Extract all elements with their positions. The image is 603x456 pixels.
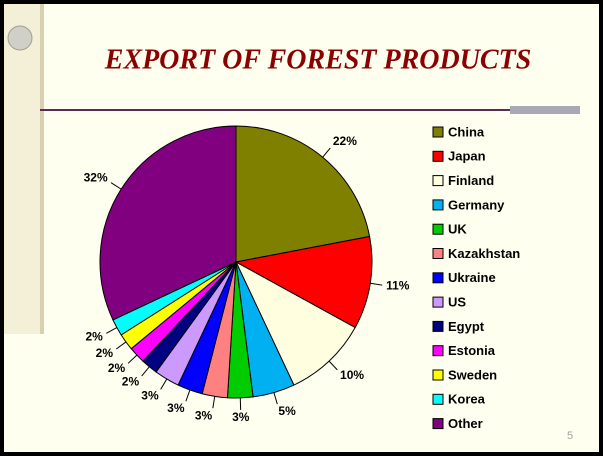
legend-label: China bbox=[448, 124, 485, 139]
legend-swatch bbox=[432, 150, 444, 162]
leader-line bbox=[110, 182, 122, 190]
leader-line bbox=[160, 378, 168, 390]
leader-line bbox=[106, 327, 118, 334]
legend-swatch bbox=[432, 223, 444, 235]
legend-label: Sweden bbox=[448, 367, 497, 382]
leader-line bbox=[141, 366, 150, 377]
leader-line bbox=[328, 360, 338, 371]
leader-line bbox=[322, 147, 331, 158]
legend-swatch bbox=[432, 199, 444, 211]
leader-line bbox=[273, 392, 278, 405]
data-label: 2% bbox=[122, 374, 140, 388]
legend-swatch bbox=[432, 272, 444, 284]
leader-line bbox=[370, 282, 383, 286]
legend-swatch bbox=[432, 320, 444, 332]
legend-label: Germany bbox=[448, 197, 505, 212]
leader-line bbox=[127, 354, 138, 364]
legend-swatch bbox=[432, 369, 444, 381]
data-label: 10% bbox=[340, 368, 364, 382]
legend-label: US bbox=[448, 295, 466, 310]
pie-slice bbox=[234, 260, 356, 386]
leader-line bbox=[115, 341, 127, 350]
data-label: 3% bbox=[141, 388, 159, 402]
legend-label: UK bbox=[448, 222, 467, 237]
logo bbox=[7, 25, 33, 51]
legend-label: Estonia bbox=[448, 343, 496, 358]
rule-accent bbox=[510, 106, 580, 114]
legend-label: Ukraine bbox=[448, 270, 496, 285]
legend-swatch bbox=[432, 175, 444, 187]
legend-swatch bbox=[432, 248, 444, 259]
legend-label: Korea bbox=[448, 392, 486, 407]
legend-label: Kazakhstan bbox=[448, 246, 520, 261]
side-stripe bbox=[40, 4, 44, 334]
legend-swatch bbox=[432, 393, 444, 405]
legend-swatch bbox=[432, 345, 444, 357]
legend-label: Other bbox=[448, 416, 483, 431]
data-label: 22% bbox=[333, 134, 357, 148]
data-label: 3% bbox=[167, 401, 185, 415]
pie-slice bbox=[235, 125, 371, 263]
legend-label: Finland bbox=[448, 173, 494, 188]
chart-title: EXPORT OF FOREST PRODUCTS bbox=[104, 44, 532, 75]
data-label: 11% bbox=[386, 279, 410, 293]
legend-swatch bbox=[432, 418, 444, 430]
pie-slice bbox=[234, 235, 373, 329]
data-label: 32% bbox=[84, 171, 108, 185]
data-label: 5% bbox=[278, 404, 296, 418]
data-label: 3% bbox=[232, 410, 250, 424]
data-label: 2% bbox=[96, 346, 114, 360]
legend-label: Japan bbox=[448, 149, 486, 164]
data-label: 2% bbox=[108, 361, 126, 375]
side-band bbox=[4, 4, 44, 334]
pie-slice bbox=[99, 125, 237, 321]
leader-line bbox=[185, 389, 191, 402]
leader-line bbox=[212, 396, 216, 409]
legend-swatch bbox=[432, 126, 444, 138]
data-label: 2% bbox=[85, 329, 103, 343]
legend-swatch bbox=[432, 296, 444, 308]
data-label: 3% bbox=[195, 408, 213, 422]
page-number: 5 bbox=[567, 430, 573, 442]
legend-label: Egypt bbox=[448, 319, 485, 334]
